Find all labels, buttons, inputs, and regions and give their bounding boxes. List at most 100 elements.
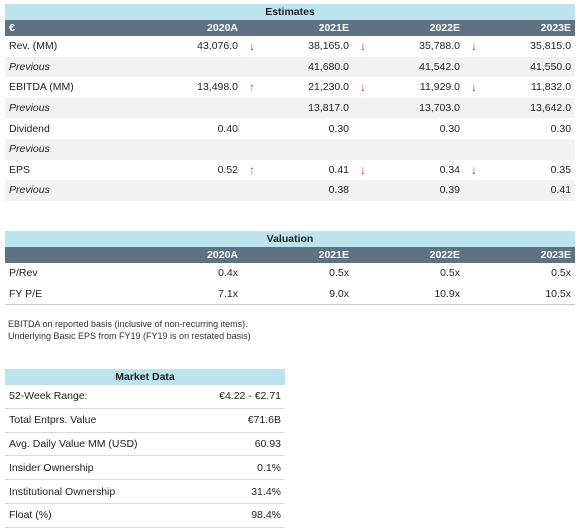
estimates-row: Previous 41,680.0 41,542.0 41,550.0	[5, 56, 576, 78]
cell-2022e: 0.39	[353, 180, 464, 201]
value-with-trend: ↓ 35,788.0	[357, 40, 460, 52]
value-with-trend: ↓ 38,165.0	[246, 40, 349, 52]
cell-2020a	[120, 180, 242, 201]
arrow-down-icon: ↓	[360, 162, 366, 177]
value-with-trend: ↓ 0.35	[468, 164, 571, 176]
cell-2021e: ↑ 21,230.0	[242, 77, 353, 98]
value-with-trend: ↓ 11,832.0	[468, 81, 571, 93]
cell-2020a	[120, 138, 242, 160]
cell-2023e: ↓ 35,815.0	[464, 36, 575, 57]
cell-2020a: 43,076.0	[197, 40, 238, 53]
cell-value: 38,165.0	[308, 40, 349, 53]
arrow-down-icon: ↓	[360, 39, 366, 54]
value-with-trend: ↓ 0.34	[357, 164, 460, 176]
cell-2022e: 41,542.0	[353, 56, 464, 78]
estimates-row: Rev. (MM) 43,076.0 ↓ 38,165.0 ↓ 35,788.0 ↓ 35,8…	[5, 36, 575, 57]
cell-2021e: 0.30	[328, 122, 349, 135]
cell-value: 0.34	[439, 163, 460, 176]
column-header-2020a: 2020A	[120, 20, 242, 36]
row-label: P/Rev	[9, 267, 38, 280]
market-value: €71.6B	[180, 408, 285, 433]
cell-value: 35,815.0	[530, 40, 572, 53]
value-with-trend: ↑ 21,230.0	[246, 81, 349, 93]
market-label: Insider Ownership	[5, 455, 180, 481]
market-data-title-row: Market Data	[5, 369, 285, 385]
valuation-row: FY P/E 7.1x 9.0x 10.9x 10.5x	[5, 283, 575, 306]
cell-2023e: 13,642.0	[464, 97, 576, 119]
valuation-header-row: 2020A 2021E 2022E 2023E	[5, 247, 575, 263]
row-label: Previous	[5, 56, 120, 78]
cell-2022e: ↓ 35,788.0	[353, 36, 464, 57]
estimates-row: Previous 0.38 0.39 0.41	[5, 180, 576, 201]
arrow-up-icon: ↑	[249, 162, 255, 177]
estimates-row: Previous 13,817.0 13,703.0 13,642.0	[5, 97, 576, 119]
cell-2023e: 10.5x	[464, 283, 575, 306]
column-header-2022e: 2022E	[353, 20, 464, 36]
value-with-trend: ↓ 35,815.0	[468, 40, 571, 52]
market-value: 60.93	[180, 432, 285, 457]
cell-2021e: 41,680.0	[242, 56, 353, 78]
cell-2023e: 41,550.0	[464, 56, 576, 78]
cell-2023e: 0.5x	[551, 267, 571, 280]
value-with-trend: ↓ 11,929.0	[357, 81, 460, 93]
cell-2021e: ↑ 0.41	[242, 160, 353, 181]
cell-2022e: 13,703.0	[353, 97, 464, 119]
cell-2021e: 9.0x	[242, 283, 353, 306]
row-label: Previous	[5, 97, 120, 119]
cell-value: 0.41	[328, 163, 349, 176]
market-label: 52-Week Range:	[5, 385, 180, 409]
row-label: FY P/E	[5, 283, 120, 306]
valuation-header-2023e: 2023E	[464, 247, 575, 263]
cell-2022e: 10.9x	[353, 283, 464, 306]
valuation-header-blank	[5, 247, 120, 263]
footnotes: EBITDA on reported basis (inclusive of n…	[8, 319, 251, 342]
footnote-ebitda: EBITDA on reported basis (inclusive of n…	[8, 319, 248, 329]
cell-2020a	[120, 56, 242, 78]
cell-value: 21,230.0	[308, 81, 349, 94]
valuation-title-row: Valuation	[5, 231, 575, 247]
market-label: Institutional Ownership	[5, 479, 180, 504]
estimates-row: Previous	[5, 138, 576, 160]
cell-2020a: 0.52	[217, 163, 238, 176]
estimates-row: Dividend 0.40 0.30 0.30 0.30	[5, 118, 575, 139]
market-data-row: Avg. Daily Value MM (USD) 60.93	[5, 432, 285, 457]
row-label: Rev. (MM)	[9, 40, 58, 53]
row-label: Previous	[5, 180, 120, 201]
cell-value: 35,788.0	[419, 40, 460, 53]
market-data-row: Float (%) 98.4%	[5, 503, 285, 528]
cell-2023e: ↓ 11,832.0	[464, 77, 575, 98]
arrow-down-icon: ↓	[471, 162, 477, 177]
market-label: Avg. Daily Value MM (USD)	[5, 432, 180, 457]
market-data-row: Insider Ownership 0.1%	[5, 455, 285, 481]
market-value: 98.4%	[180, 503, 285, 528]
cell-2023e: 0.30	[550, 122, 572, 135]
arrow-down-icon: ↓	[360, 80, 366, 95]
valuation-title: Valuation	[5, 231, 575, 247]
arrow-down-icon: ↓	[471, 39, 477, 54]
estimates-header-row: € 2020A 2021E 2022E 2023E	[5, 20, 576, 36]
cell-2020a: 13,498.0	[197, 81, 238, 94]
cell-2022e: 0.5x	[440, 267, 460, 280]
market-value: 31.4%	[180, 479, 285, 504]
cell-value: 11,832.0	[530, 81, 572, 94]
market-data-row: Institutional Ownership 31.4%	[5, 479, 285, 504]
market-data-row: Total Entprs. Value €71.6B	[5, 408, 285, 433]
cell-2021e: ↓ 38,165.0	[242, 36, 353, 57]
cell-2022e	[353, 138, 464, 160]
row-label: EPS	[9, 163, 31, 176]
cell-2021e	[242, 138, 353, 160]
cell-2023e: 0.41	[464, 180, 576, 201]
estimates-table: Estimates € 2020A 2021E 2022E 2023E Rev.…	[5, 4, 576, 201]
estimates-row: EBITDA (MM) 13,498.0 ↑ 21,230.0 ↓ 11,929.0 ↓ 11…	[5, 77, 575, 98]
column-header-2023e: 2023E	[464, 20, 576, 36]
row-label: Previous	[5, 138, 120, 160]
cell-2020a: 0.4x	[218, 267, 238, 280]
cell-2023e: ↓ 0.35	[464, 160, 575, 181]
cell-value: 0.35	[550, 163, 572, 176]
market-data-title: Market Data	[5, 369, 285, 385]
footnote-eps: Underlying Basic EPS from FY19 (FY19 is …	[8, 330, 251, 341]
arrow-down-icon: ↓	[471, 80, 477, 95]
cell-value: 11,929.0	[419, 81, 460, 94]
cell-2021e: 13,817.0	[242, 97, 353, 119]
row-label: Dividend	[9, 122, 50, 135]
